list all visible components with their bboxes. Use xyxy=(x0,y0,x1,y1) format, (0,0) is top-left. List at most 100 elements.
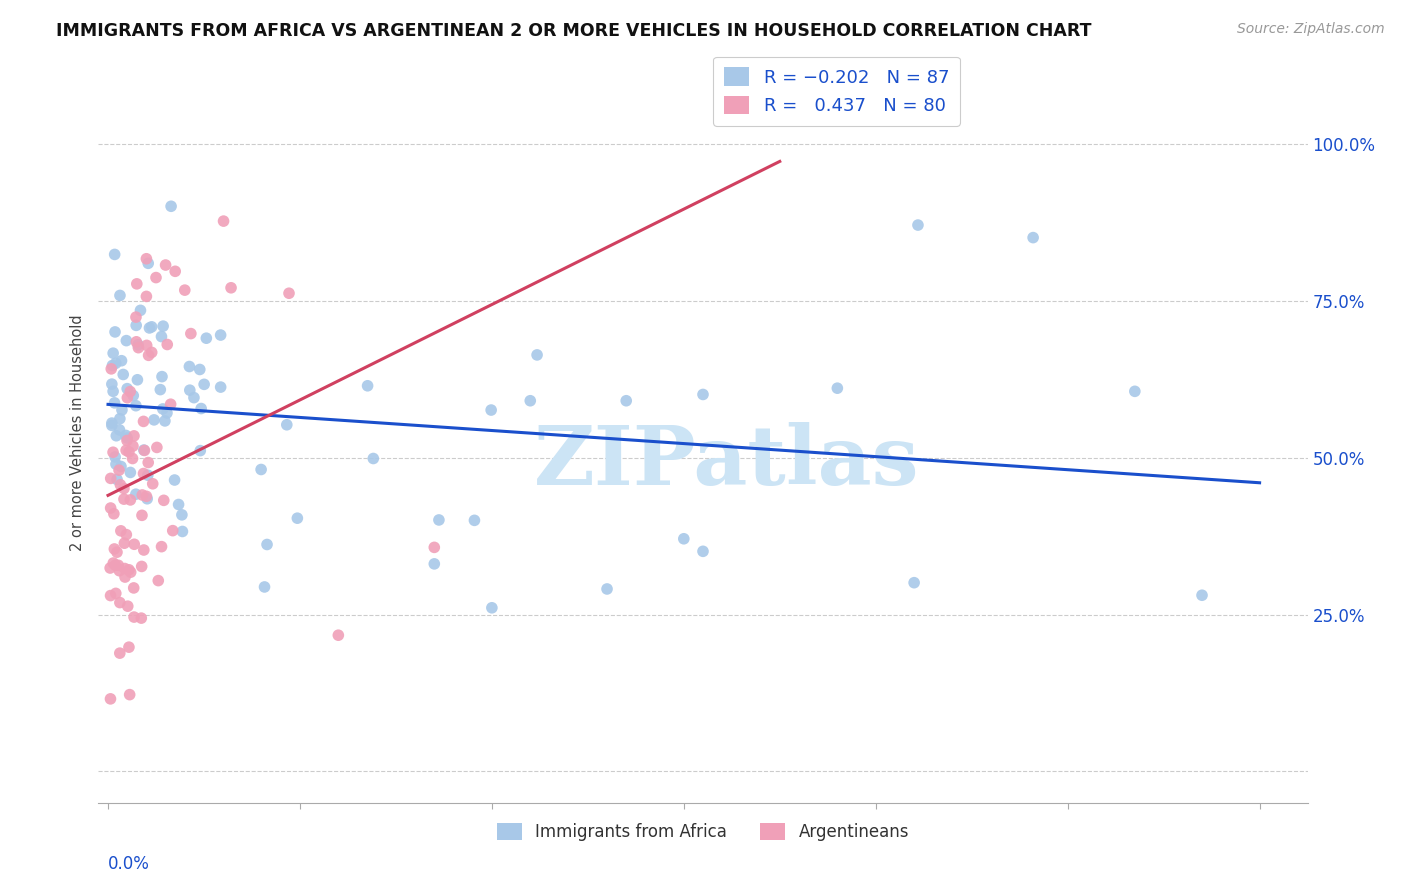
Point xyxy=(104,558,127,573)
Point xyxy=(104,247,127,261)
Point xyxy=(103,541,125,556)
Point xyxy=(136,468,159,483)
Point xyxy=(219,281,242,295)
Point xyxy=(672,532,695,546)
Point xyxy=(278,286,301,301)
Point xyxy=(110,524,132,538)
Point xyxy=(114,561,136,575)
Point xyxy=(122,537,145,551)
Point xyxy=(141,319,163,334)
Point xyxy=(692,387,714,401)
Point xyxy=(108,564,131,578)
Point xyxy=(120,565,142,579)
Point xyxy=(250,462,273,476)
Point xyxy=(179,359,201,374)
Point xyxy=(143,413,166,427)
Point xyxy=(1191,588,1213,602)
Point xyxy=(103,396,125,410)
Point xyxy=(132,414,155,428)
Text: Source: ZipAtlas.com: Source: ZipAtlas.com xyxy=(1237,22,1385,37)
Point xyxy=(108,463,131,477)
Point xyxy=(129,611,152,625)
Point xyxy=(117,599,139,614)
Point xyxy=(149,383,172,397)
Point xyxy=(163,473,186,487)
Y-axis label: 2 or more Vehicles in Household: 2 or more Vehicles in Household xyxy=(70,314,86,551)
Point xyxy=(153,414,176,428)
Point xyxy=(142,476,165,491)
Point xyxy=(614,393,637,408)
Point xyxy=(136,256,159,270)
Point xyxy=(135,489,157,503)
Point xyxy=(173,283,195,297)
Point xyxy=(125,487,148,501)
Point xyxy=(596,582,619,596)
Point xyxy=(112,536,135,550)
Point xyxy=(104,325,127,339)
Point xyxy=(481,600,503,615)
Point xyxy=(136,491,159,506)
Point xyxy=(118,563,141,577)
Point xyxy=(104,586,127,600)
Point xyxy=(276,417,298,432)
Point xyxy=(148,574,170,588)
Point xyxy=(122,389,145,403)
Text: ZIPatlas: ZIPatlas xyxy=(534,422,920,502)
Point xyxy=(145,270,167,285)
Point xyxy=(118,688,141,702)
Point xyxy=(193,377,215,392)
Point xyxy=(105,429,128,443)
Point xyxy=(170,508,193,522)
Point xyxy=(108,288,131,302)
Point xyxy=(114,428,136,442)
Point xyxy=(115,334,138,348)
Point xyxy=(150,540,173,554)
Legend: Immigrants from Africa, Argentineans: Immigrants from Africa, Argentineans xyxy=(491,816,915,847)
Point xyxy=(152,493,174,508)
Point xyxy=(103,507,125,521)
Point xyxy=(101,359,124,373)
Text: IMMIGRANTS FROM AFRICA VS ARGENTINEAN 2 OR MORE VEHICLES IN HOUSEHOLD CORRELATIO: IMMIGRANTS FROM AFRICA VS ARGENTINEAN 2 … xyxy=(56,22,1091,40)
Point xyxy=(162,524,184,538)
Point xyxy=(112,368,135,382)
Point xyxy=(101,377,124,392)
Point xyxy=(188,362,211,376)
Point xyxy=(131,508,153,523)
Point xyxy=(907,218,929,232)
Point xyxy=(115,431,138,445)
Point xyxy=(423,557,446,571)
Text: 0.0%: 0.0% xyxy=(108,855,150,872)
Point xyxy=(463,513,485,527)
Point xyxy=(131,559,153,574)
Point xyxy=(136,456,159,470)
Point xyxy=(146,441,169,455)
Point xyxy=(138,321,160,335)
Point xyxy=(122,429,145,443)
Point xyxy=(110,459,132,474)
Point xyxy=(138,348,160,362)
Point xyxy=(115,527,138,541)
Point xyxy=(179,383,201,397)
Point xyxy=(118,640,141,655)
Point xyxy=(903,575,925,590)
Point xyxy=(120,466,142,480)
Point xyxy=(526,348,548,362)
Point xyxy=(152,401,174,416)
Point xyxy=(104,356,127,370)
Point xyxy=(127,338,149,352)
Point xyxy=(132,543,155,558)
Point xyxy=(155,258,177,272)
Point xyxy=(122,610,145,624)
Point xyxy=(134,443,156,458)
Point xyxy=(212,214,235,228)
Point xyxy=(167,498,190,512)
Point xyxy=(188,443,211,458)
Point xyxy=(159,397,181,411)
Point xyxy=(479,403,502,417)
Point xyxy=(135,338,157,352)
Point xyxy=(827,381,849,395)
Point xyxy=(172,524,194,539)
Point xyxy=(1123,384,1146,399)
Point xyxy=(120,492,142,507)
Point xyxy=(427,513,450,527)
